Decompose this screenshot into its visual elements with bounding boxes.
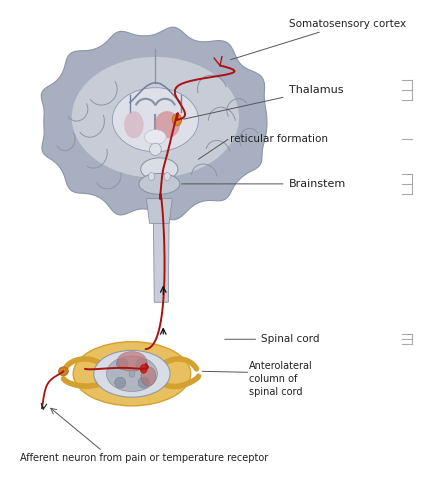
Text: Somatosensory cortex: Somatosensory cortex — [230, 18, 405, 60]
Polygon shape — [146, 199, 172, 223]
Polygon shape — [41, 27, 266, 220]
Circle shape — [148, 173, 154, 181]
Text: Spinal cord: Spinal cord — [224, 334, 319, 344]
Polygon shape — [153, 221, 169, 302]
Circle shape — [172, 114, 181, 125]
Ellipse shape — [135, 359, 147, 370]
Circle shape — [129, 371, 134, 377]
Text: Anterolateral
column of
spinal cord: Anterolateral column of spinal cord — [249, 361, 312, 397]
Ellipse shape — [115, 377, 125, 388]
Ellipse shape — [141, 158, 178, 181]
Ellipse shape — [138, 377, 149, 388]
Ellipse shape — [72, 57, 239, 178]
Ellipse shape — [149, 143, 161, 156]
Text: Thalamus: Thalamus — [183, 85, 342, 119]
Ellipse shape — [117, 352, 146, 372]
Ellipse shape — [138, 174, 179, 194]
Ellipse shape — [112, 88, 198, 152]
Text: Brainstem: Brainstem — [181, 179, 345, 189]
Ellipse shape — [106, 356, 157, 391]
Ellipse shape — [58, 367, 68, 376]
Ellipse shape — [141, 367, 155, 385]
Circle shape — [164, 173, 170, 181]
Ellipse shape — [154, 111, 179, 138]
Ellipse shape — [94, 350, 170, 397]
Text: reticular formation: reticular formation — [229, 134, 327, 144]
Text: Afferent neuron from pain or temperature receptor: Afferent neuron from pain or temperature… — [20, 453, 267, 463]
Circle shape — [140, 365, 147, 373]
Ellipse shape — [144, 129, 166, 144]
Ellipse shape — [116, 359, 128, 370]
Ellipse shape — [124, 111, 143, 138]
Ellipse shape — [73, 342, 190, 406]
